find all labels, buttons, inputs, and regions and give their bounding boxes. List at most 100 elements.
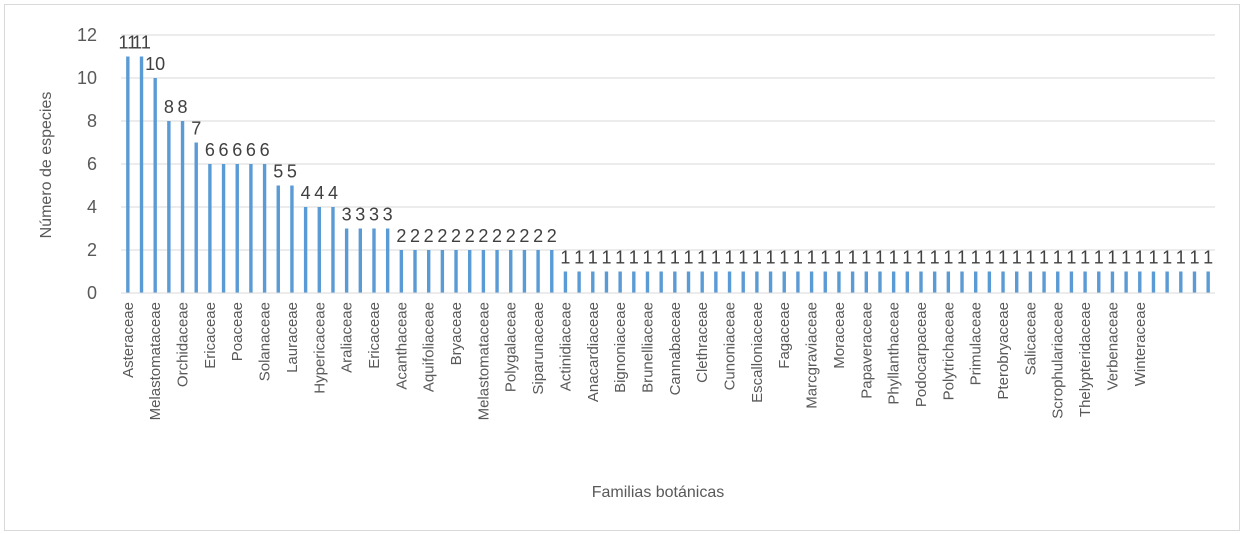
bar	[440, 250, 445, 293]
bar	[399, 250, 404, 293]
data-label: 1	[889, 248, 899, 268]
data-label: 1	[1121, 248, 1131, 268]
bar	[837, 271, 841, 293]
y-axis-title: Número de especies	[38, 92, 55, 239]
bar	[973, 271, 978, 293]
bar	[235, 164, 239, 293]
bar	[522, 250, 527, 293]
data-label: 1	[820, 248, 830, 268]
data-label: 1	[902, 248, 912, 268]
bar	[577, 271, 581, 293]
bar	[468, 250, 472, 293]
data-label: 1	[1025, 248, 1035, 268]
bar	[891, 271, 896, 293]
bar	[1001, 271, 1005, 293]
bar	[454, 250, 458, 293]
category-label: Winteraceae	[1132, 302, 1149, 386]
bar	[1056, 271, 1060, 293]
data-label: 3	[342, 205, 352, 225]
data-label: 1	[834, 248, 844, 268]
bars	[126, 56, 1210, 293]
gridlines	[121, 34, 1215, 251]
bar	[673, 271, 677, 293]
data-label: 1	[588, 248, 598, 268]
bar	[782, 271, 786, 293]
category-label: Scrophulariaceae	[1050, 302, 1067, 419]
category-label: Pterobryaceae	[995, 302, 1012, 400]
data-label: 2	[451, 226, 461, 246]
category-label: Araliaceae	[339, 302, 356, 373]
category-labels: Asteraceae Melastomataceae Orchidaceae Eric…	[120, 302, 1149, 420]
bar	[1165, 271, 1169, 293]
bar	[249, 164, 253, 293]
data-label: 1	[697, 248, 707, 268]
bar	[317, 207, 321, 293]
bar	[1124, 271, 1128, 293]
bar	[262, 164, 267, 293]
data-label: 1	[1135, 248, 1145, 268]
bar	[823, 271, 827, 293]
bar	[563, 271, 568, 293]
category-label: Escalloniaceae	[749, 302, 766, 403]
data-label: 1	[560, 248, 570, 268]
bar	[700, 271, 704, 293]
category-label: Polygalaceae	[503, 302, 520, 392]
category-label: Aquifoliaceae	[421, 302, 438, 392]
category-label: Verbenaceae	[1104, 302, 1121, 390]
data-label: 5	[273, 162, 283, 182]
bar	[659, 271, 663, 293]
data-label: 4	[328, 183, 338, 203]
bar	[495, 250, 499, 293]
category-label: Melastomataceae	[475, 302, 492, 420]
data-label: 2	[492, 226, 502, 246]
bar	[344, 228, 349, 293]
category-label: Acanthaceae	[393, 302, 410, 390]
data-label: 2	[533, 226, 543, 246]
data-label: 6	[205, 140, 215, 160]
bar	[550, 250, 554, 293]
category-label: Moraceae	[831, 302, 848, 369]
data-label: 1	[684, 248, 694, 268]
category-label: Lauraceae	[284, 302, 301, 373]
data-label: 1	[766, 248, 776, 268]
data-label: 11	[132, 33, 151, 53]
category-label: Cannabaceae	[667, 302, 684, 395]
bar	[741, 271, 745, 293]
category-label: Phyllanthaceae	[886, 302, 903, 405]
data-label: 5	[287, 162, 297, 182]
data-label: 1	[1148, 248, 1158, 268]
bar	[221, 164, 226, 293]
y-tick-label: 6	[87, 154, 97, 174]
data-label: 6	[232, 140, 242, 160]
y-tick-label: 8	[87, 111, 97, 131]
bar	[1097, 271, 1101, 293]
data-label: 1	[642, 248, 652, 268]
bar	[796, 271, 800, 293]
data-label: 8	[178, 97, 188, 117]
category-label: Actinidiaceae	[557, 302, 574, 391]
data-label: 1	[779, 248, 789, 268]
bar	[960, 271, 964, 293]
bar	[1151, 271, 1156, 293]
bar	[413, 250, 417, 293]
bar	[426, 250, 431, 293]
category-label: Brunelliaceae	[639, 302, 656, 393]
bar	[126, 56, 130, 293]
category-label: Bryaceae	[448, 302, 465, 365]
bar	[153, 78, 157, 293]
data-label: 1	[943, 248, 953, 268]
bar	[618, 271, 622, 293]
bar	[372, 228, 376, 293]
data-label: 1	[1203, 248, 1213, 268]
category-label: Clethraceae	[694, 302, 711, 383]
bar	[1179, 271, 1183, 293]
data-label: 1	[971, 248, 981, 268]
data-label: 1	[1176, 248, 1186, 268]
bar	[1206, 271, 1210, 293]
data-label: 1	[807, 248, 817, 268]
category-label: Cunoniaceae	[722, 302, 739, 390]
data-label: 2	[519, 226, 529, 246]
data-label: 1	[1053, 248, 1063, 268]
data-label: 1	[601, 248, 611, 268]
